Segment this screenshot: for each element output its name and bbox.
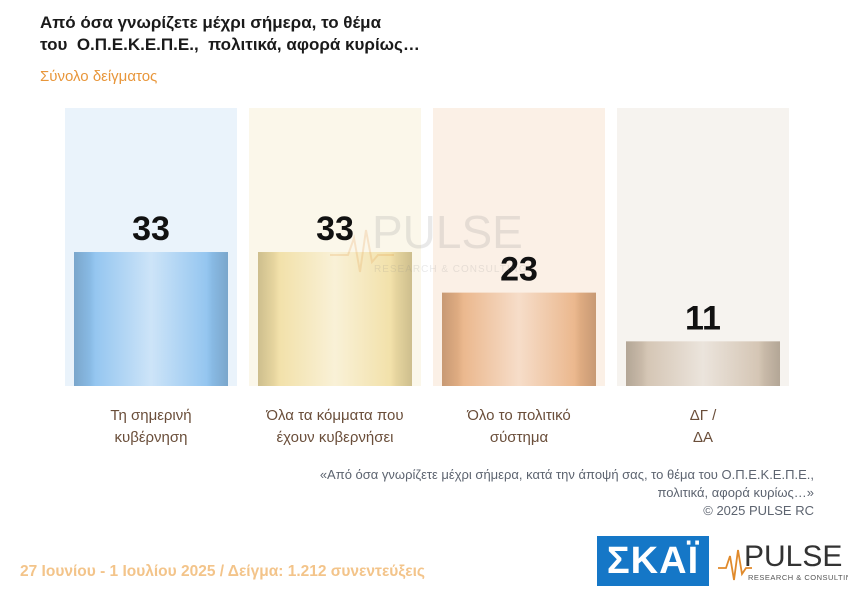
- copyright: © 2025 PULSE RC: [703, 503, 814, 518]
- value-label: 33: [316, 210, 354, 248]
- category-panel: [617, 108, 789, 386]
- survey-info: 27 Ιουνίου - 1 Ιουλίου 2025 / Δείγμα: 1.…: [20, 563, 425, 580]
- bar: [258, 252, 412, 386]
- category-label: κυβέρνηση: [115, 429, 188, 446]
- quote-line-1: «Από όσα γνωρίζετε μέχρι σήμερα, κατά τη…: [319, 467, 814, 482]
- chart-title: Από όσα γνωρίζετε μέχρι σήμερα, το θέμα …: [40, 12, 560, 56]
- category-label: Όλα τα κόμματα που: [265, 407, 403, 424]
- watermark-brand: PULSE: [372, 206, 523, 258]
- category-label: σύστημα: [490, 429, 549, 446]
- pulse-logo: PULSE RESEARCH & CONSULTING: [718, 540, 848, 582]
- bar: [626, 341, 780, 386]
- chart-title-line-1: Από όσα γνωρίζετε μέχρι σήμερα, το θέμα: [40, 13, 382, 32]
- watermark-pulse-line-icon: [330, 229, 394, 273]
- category-label: Τη σημερινή: [110, 407, 191, 424]
- watermark-tagline: RESEARCH & CONSULTING: [374, 264, 528, 275]
- skai-logo: ΣΚΑΪ: [597, 536, 709, 586]
- question-quote: «Από όσα γνωρίζετε μέχρι σήμερα, κατά τη…: [214, 466, 814, 520]
- category-label: ΔΑ: [693, 429, 713, 446]
- pulse-logo-text: PULSE: [744, 540, 842, 573]
- category-label: Όλο το πολιτικό: [466, 407, 571, 424]
- bar-chart: 33 33 23 11 Τη σημερινή κυβέρνηση Όλα τα κόμμ…: [65, 108, 789, 446]
- bar: [74, 252, 228, 386]
- chart-subtitle: Σύνολο δείγματος: [40, 68, 158, 85]
- category-label: έχουν κυβερνήσει: [276, 429, 393, 446]
- pulse-watermark: PULSE RESEARCH & CONSULTING: [330, 206, 528, 275]
- pulse-heartbeat-icon: [718, 549, 752, 581]
- value-label: 11: [685, 299, 721, 337]
- bar: [442, 292, 596, 386]
- chart-title-line-2: του Ο.Π.Ε.Κ.Ε.Π.Ε., πολιτικά, αφορά κυρί…: [40, 35, 420, 54]
- value-label: 23: [500, 251, 538, 289]
- quote-line-2: πολιτικά, αφορά κυρίως…»: [657, 485, 815, 500]
- category-label: ΔΓ /: [690, 407, 717, 424]
- pulse-logo-sub: RESEARCH & CONSULTING: [748, 573, 848, 582]
- value-label: 33: [132, 210, 170, 248]
